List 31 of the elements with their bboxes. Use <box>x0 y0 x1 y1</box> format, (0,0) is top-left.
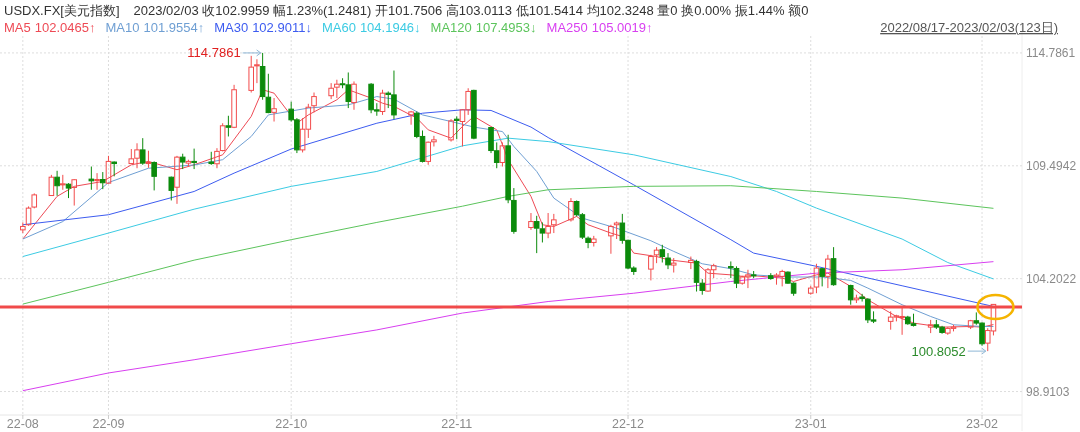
line-series <box>22 185 994 305</box>
annotation: 100.8052 <box>911 343 966 359</box>
text: 107.4953↓ <box>475 20 537 35</box>
line-series <box>22 261 994 392</box>
chart-title: USDX.FX[美元指数] <box>4 3 120 18</box>
text: MA30 <box>214 20 249 35</box>
y-tick-label: 104.2022 <box>1026 272 1077 287</box>
text: 102.9011↓ <box>252 20 312 35</box>
x-tick-label: 23-01 <box>794 417 827 431</box>
text: MA120 <box>430 20 472 35</box>
x-tick-label: 22-12 <box>612 417 645 431</box>
text: MA10 <box>105 20 140 35</box>
x-tick-label: 22-11 <box>441 417 473 431</box>
y-tick-label: 114.7861 <box>1026 46 1076 61</box>
y-tick-label: 109.4942 <box>1026 159 1077 174</box>
x-tick-label: 22-08 <box>6 417 39 431</box>
text: MA5 <box>4 20 31 35</box>
line-series <box>22 137 994 280</box>
text: 105.0019↑ <box>591 20 653 35</box>
y-tick-label: 98.9103 <box>1026 385 1070 400</box>
text: MA60 <box>321 20 356 35</box>
text: 104.1946↓ <box>359 20 421 35</box>
text: 2022/08/17-2023/02/03(123日) <box>880 20 1058 35</box>
x-tick-label: 23-02 <box>966 417 999 431</box>
text: 102.0465↑ <box>34 20 96 35</box>
text: MA250 <box>546 20 588 35</box>
text: 101.9554↑ <box>143 20 205 35</box>
x-tick-label: 22-10 <box>275 417 308 431</box>
annotation: 114.7861 <box>187 45 241 61</box>
x-tick-label: 22-09 <box>92 417 125 431</box>
chart-subtitle: 2023/02/03 收102.9959 幅1.23%(1.2481) 开101.7506 高103.0113 低101.5414 均102.3248 量0 换0.00% 振1.44% 额0 <box>133 3 809 18</box>
